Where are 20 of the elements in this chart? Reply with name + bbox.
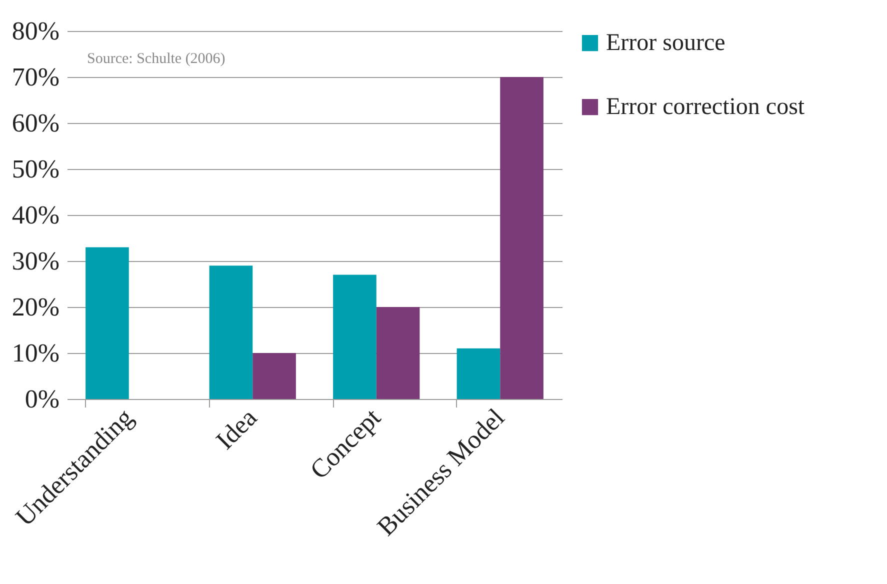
bar	[333, 274, 376, 399]
bar	[252, 353, 296, 399]
y-tick-label: 30%	[12, 246, 60, 276]
y-tick-label: 50%	[12, 154, 60, 184]
y-tick-label: 80%	[12, 16, 60, 46]
annotation: Source: Schulte (2006)	[87, 51, 226, 67]
y-tick-label: 0%	[24, 384, 60, 414]
bar	[209, 266, 253, 399]
legend-label: Error source	[606, 30, 726, 56]
y-tick-label: 10%	[12, 338, 60, 368]
y-tick-label: 60%	[12, 108, 60, 138]
y-tick-label: 70%	[12, 62, 60, 92]
bar	[376, 307, 420, 399]
legend-label: Error correction cost	[606, 94, 805, 120]
y-tick-label: 20%	[12, 292, 60, 322]
bar	[86, 247, 129, 399]
bar	[456, 348, 500, 399]
y-tick-label: 40%	[12, 200, 60, 230]
x-tick-label: Idea	[210, 402, 263, 456]
bar	[500, 77, 544, 399]
